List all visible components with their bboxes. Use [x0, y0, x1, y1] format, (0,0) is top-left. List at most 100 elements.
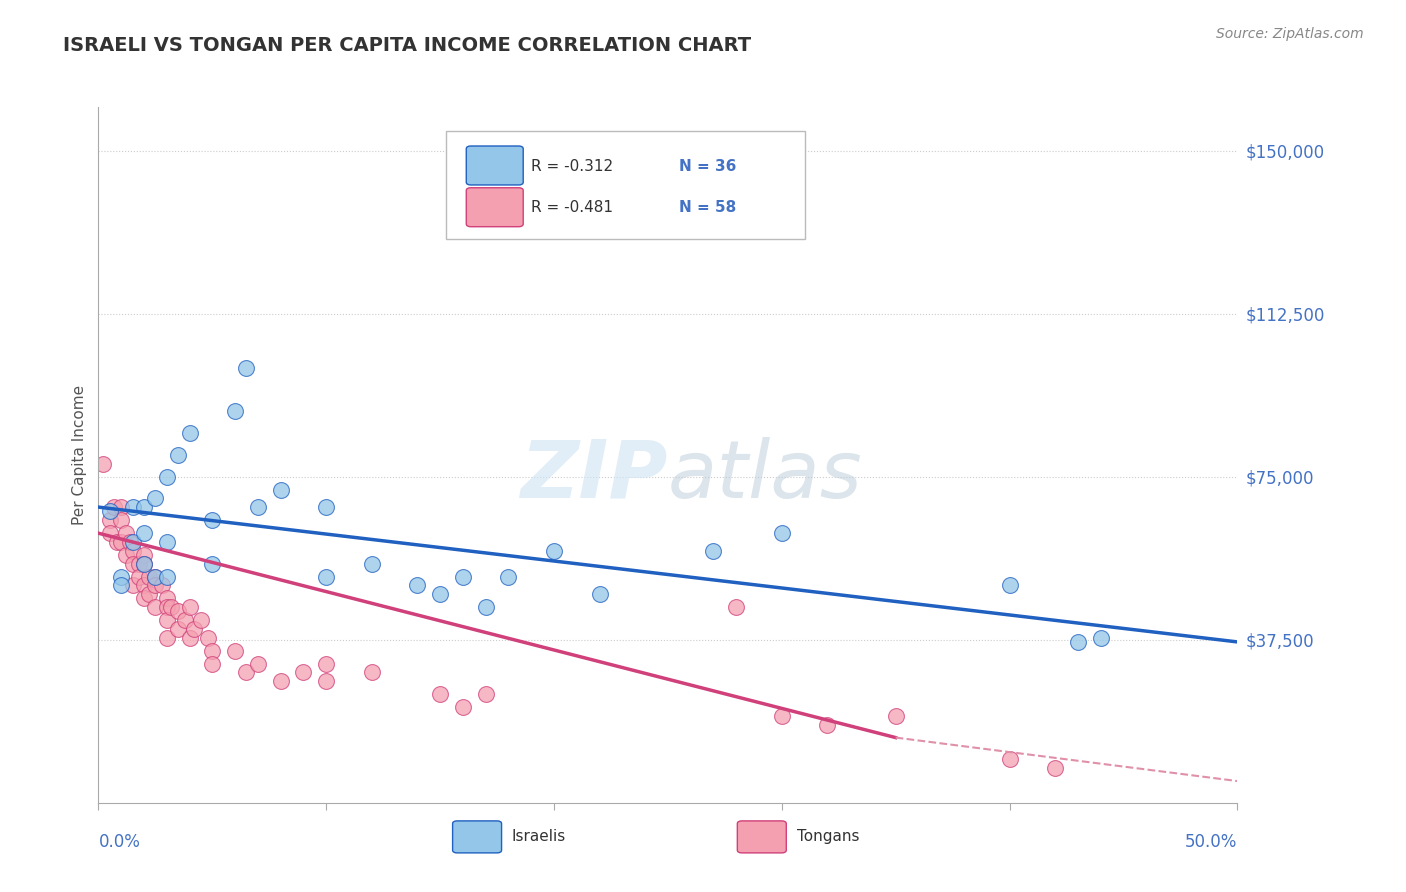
Point: [702, 543, 724, 558]
Point: [103, 500, 125, 514]
Point: [110, 513, 132, 527]
Point: [98, 526, 121, 541]
Point: [138, 587, 160, 601]
Point: [429, 687, 451, 701]
Point: [884, 708, 907, 723]
Point: [167, 448, 190, 462]
Point: [406, 578, 429, 592]
Point: [145, 578, 167, 592]
Point: [128, 570, 150, 584]
Point: [292, 665, 315, 680]
Text: N = 36: N = 36: [679, 159, 737, 174]
Point: [114, 548, 136, 562]
Point: [998, 578, 1021, 592]
Point: [121, 500, 143, 514]
Point: [190, 613, 212, 627]
Point: [110, 500, 132, 514]
Text: Tongans: Tongans: [797, 830, 859, 845]
Point: [179, 631, 201, 645]
Point: [315, 500, 337, 514]
Point: [110, 578, 132, 592]
Point: [498, 570, 520, 584]
Point: [150, 578, 173, 592]
Point: [132, 557, 155, 571]
Point: [451, 570, 474, 584]
Point: [121, 543, 143, 558]
Point: [132, 548, 155, 562]
Point: [1090, 631, 1112, 645]
Point: [770, 526, 793, 541]
Point: [360, 665, 382, 680]
Point: [224, 643, 246, 657]
Point: [167, 622, 190, 636]
Point: [121, 557, 143, 571]
Point: [121, 578, 143, 592]
Text: Israelis: Israelis: [512, 830, 567, 845]
Point: [138, 570, 160, 584]
Point: [235, 665, 257, 680]
Point: [156, 535, 179, 549]
Point: [315, 674, 337, 689]
Text: ISRAELI VS TONGAN PER CAPITA INCOME CORRELATION CHART: ISRAELI VS TONGAN PER CAPITA INCOME CORR…: [63, 36, 751, 54]
Point: [156, 631, 179, 645]
Point: [815, 717, 838, 731]
Point: [110, 570, 132, 584]
Text: ZIP: ZIP: [520, 437, 668, 515]
FancyBboxPatch shape: [453, 821, 502, 853]
Point: [474, 687, 496, 701]
Point: [770, 708, 793, 723]
Text: R = -0.481: R = -0.481: [531, 201, 613, 216]
Point: [179, 426, 201, 441]
Point: [145, 570, 167, 584]
Point: [156, 469, 179, 483]
Text: Source: ZipAtlas.com: Source: ZipAtlas.com: [1216, 27, 1364, 41]
Text: 50.0%: 50.0%: [1185, 833, 1237, 851]
Point: [270, 674, 292, 689]
Point: [543, 543, 565, 558]
Point: [588, 587, 610, 601]
Point: [197, 631, 219, 645]
Point: [98, 504, 121, 518]
Point: [451, 700, 474, 714]
Point: [91, 457, 114, 471]
Point: [132, 591, 155, 606]
Point: [1067, 635, 1090, 649]
Point: [725, 600, 748, 615]
Point: [174, 613, 197, 627]
Point: [167, 605, 190, 619]
Point: [114, 526, 136, 541]
Point: [998, 752, 1021, 766]
Point: [156, 591, 179, 606]
Point: [98, 513, 121, 527]
Point: [105, 535, 128, 549]
Point: [121, 535, 143, 549]
Point: [360, 557, 382, 571]
Point: [270, 483, 292, 497]
Point: [145, 600, 167, 615]
FancyBboxPatch shape: [467, 187, 523, 227]
FancyBboxPatch shape: [737, 821, 786, 853]
Point: [235, 361, 257, 376]
Text: 0.0%: 0.0%: [98, 833, 141, 851]
Point: [429, 587, 451, 601]
Point: [128, 557, 150, 571]
Point: [110, 535, 132, 549]
Y-axis label: Per Capita Income: Per Capita Income: [72, 384, 87, 525]
Point: [132, 500, 155, 514]
Point: [201, 513, 224, 527]
Point: [179, 600, 201, 615]
FancyBboxPatch shape: [467, 146, 523, 185]
Text: atlas: atlas: [668, 437, 863, 515]
Point: [145, 491, 167, 506]
Text: N = 58: N = 58: [679, 201, 737, 216]
Point: [224, 404, 246, 418]
Point: [120, 535, 142, 549]
Point: [201, 657, 224, 671]
Point: [156, 570, 179, 584]
Point: [201, 643, 224, 657]
Point: [246, 500, 269, 514]
Point: [474, 600, 496, 615]
Point: [156, 613, 179, 627]
Point: [315, 657, 337, 671]
Point: [132, 557, 155, 571]
